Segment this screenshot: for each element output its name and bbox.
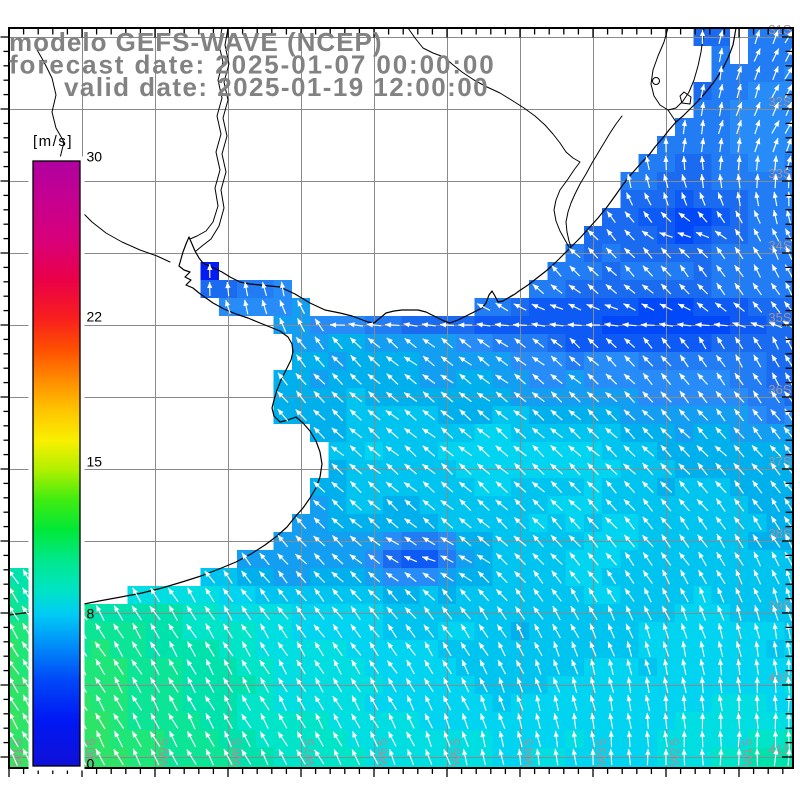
svg-text:5: 5 <box>740 738 755 745</box>
svg-text:2: 2 <box>667 747 682 754</box>
svg-text:6: 6 <box>83 738 98 745</box>
svg-text:5: 5 <box>156 738 171 745</box>
svg-text:5: 5 <box>594 738 609 745</box>
svg-text:32S: 32S <box>768 94 791 109</box>
svg-text:W: W <box>667 753 682 766</box>
svg-text:modelo GEFS-WAVE (NCEP): modelo GEFS-WAVE (NCEP) <box>9 27 383 57</box>
svg-text:0: 0 <box>83 747 98 754</box>
svg-text:9: 9 <box>156 747 171 754</box>
svg-text:4: 4 <box>521 747 536 754</box>
svg-text:6: 6 <box>375 747 390 754</box>
svg-text:3: 3 <box>594 747 609 754</box>
svg-text:W: W <box>229 753 244 766</box>
svg-text:0: 0 <box>87 756 95 772</box>
svg-text:W: W <box>83 753 98 766</box>
svg-text:41S: 41S <box>768 742 791 757</box>
svg-text:6: 6 <box>10 738 25 745</box>
svg-text:[m/s]: [m/s] <box>33 133 73 150</box>
svg-text:30: 30 <box>87 149 103 165</box>
svg-text:15: 15 <box>87 454 103 470</box>
svg-text:1: 1 <box>10 747 25 754</box>
svg-text:8: 8 <box>87 606 95 622</box>
svg-text:8: 8 <box>229 747 244 754</box>
svg-text:22: 22 <box>87 309 103 325</box>
svg-text:5: 5 <box>302 738 317 745</box>
svg-text:5: 5 <box>521 738 536 745</box>
svg-text:5: 5 <box>375 738 390 745</box>
svg-text:35S: 35S <box>768 310 791 325</box>
svg-text:7: 7 <box>302 747 317 754</box>
svg-text:1: 1 <box>740 747 755 754</box>
svg-text:forecast date: 2025-01-07 00:0: forecast date: 2025-01-07 00:00:00 <box>9 50 496 80</box>
svg-text:5: 5 <box>667 738 682 745</box>
svg-text:5: 5 <box>229 738 244 745</box>
svg-text:valid date: 2025-01-19 12:00:0: valid date: 2025-01-19 12:00:00 <box>64 72 489 102</box>
svg-text:W: W <box>448 753 463 766</box>
svg-text:W: W <box>375 753 390 766</box>
svg-text:W: W <box>594 753 609 766</box>
svg-text:W: W <box>521 753 536 766</box>
svg-text:W: W <box>740 753 755 766</box>
svg-text:5: 5 <box>448 747 463 754</box>
svg-text:W: W <box>156 753 171 766</box>
svg-text:W: W <box>302 753 317 766</box>
svg-text:31S: 31S <box>768 22 791 37</box>
svg-text:5: 5 <box>448 738 463 745</box>
